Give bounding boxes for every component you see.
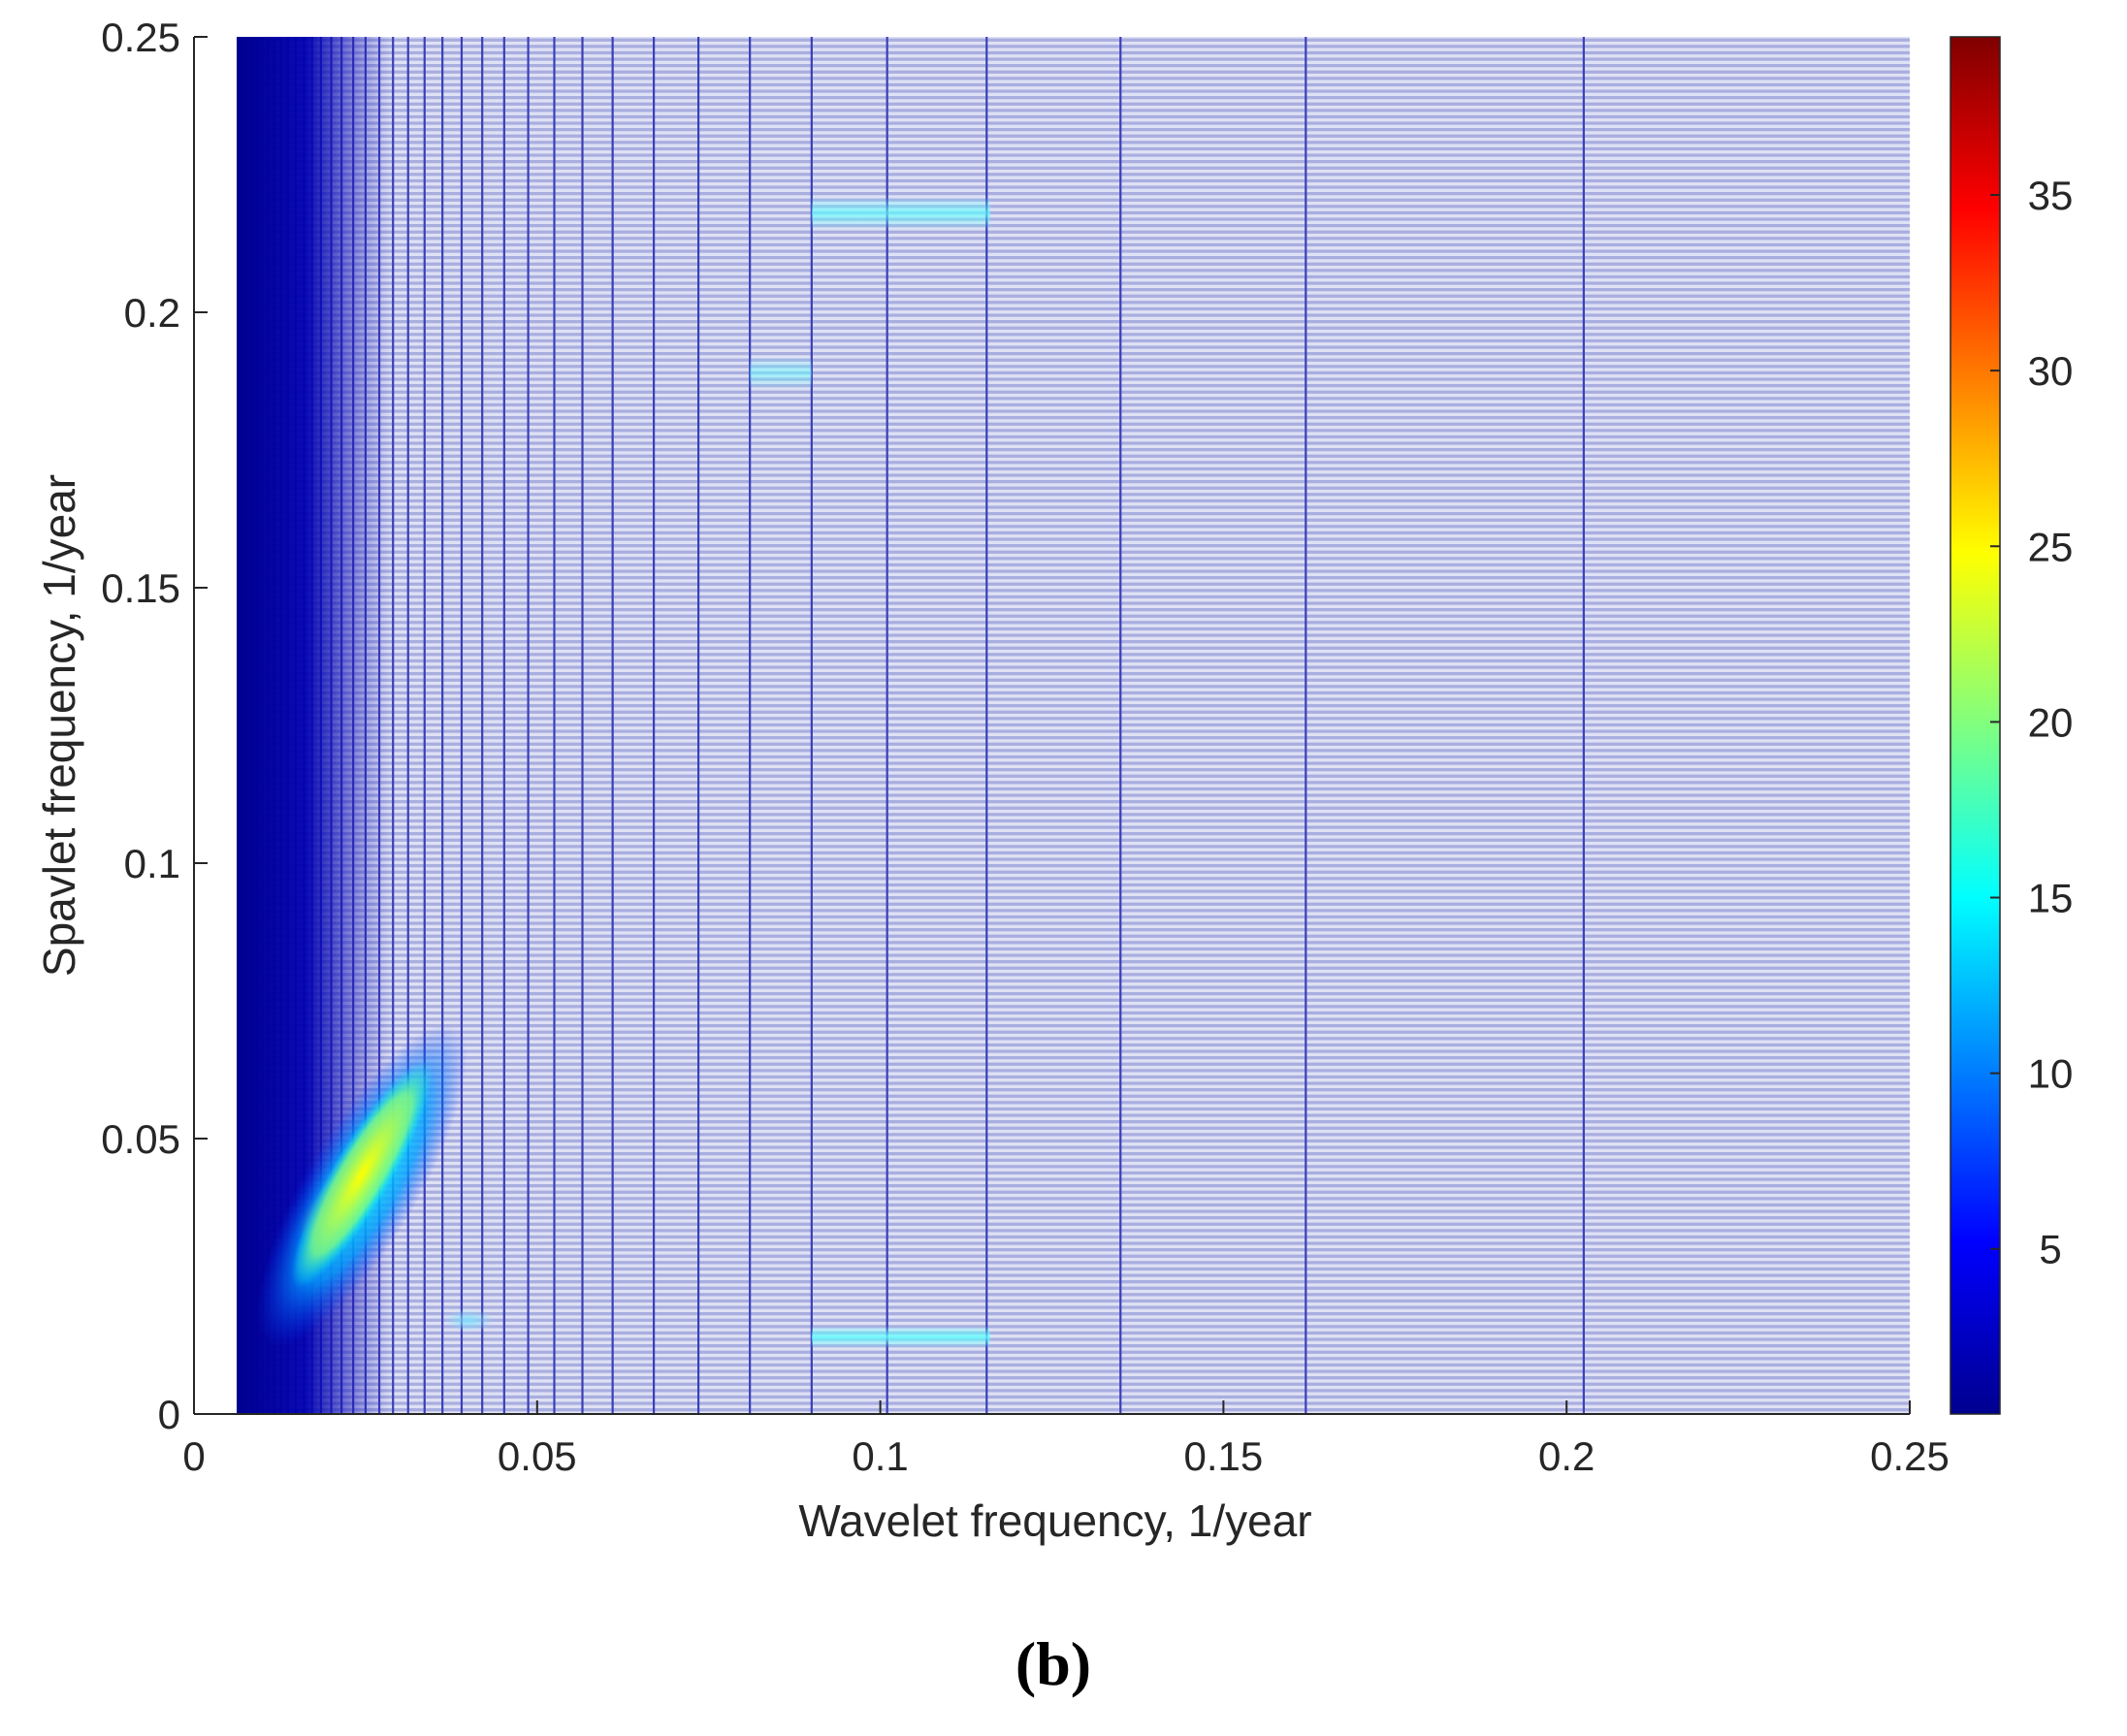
heatmap-ridge-core — [291, 1060, 434, 1288]
y-axis-ticks: 0 0.05 0.1 0.15 0.2 0.25 — [101, 15, 208, 1437]
x-axis-ticks: 0 0.05 0.1 0.15 0.2 0.25 — [182, 1400, 1950, 1479]
heatmap-background — [237, 37, 1910, 1414]
colorbar-tick-label: 5 — [2039, 1227, 2061, 1272]
y-tick-label: 0.1 — [124, 841, 180, 886]
x-tick-label: 0.2 — [1538, 1433, 1595, 1479]
colorbar-tick-label: 10 — [2028, 1051, 2074, 1097]
heatmap-features — [257, 196, 990, 1348]
y-axis-label: Spavlet frequency, 1/year — [34, 474, 84, 977]
x-tick-label: 0.05 — [498, 1433, 577, 1479]
axes: 0 0.05 0.1 0.15 0.2 0.25 0 0.05 0.1 0.15 0.2 0.25 — [101, 15, 1950, 1479]
heatmap-plot-area — [237, 37, 1910, 1414]
x-tick-label: 0.1 — [852, 1433, 908, 1479]
x-axis-label: Wavelet frequency, 1/year — [798, 1495, 1311, 1546]
heatmap-band — [811, 1326, 990, 1348]
y-tick-label: 0.25 — [101, 15, 180, 60]
x-tick-label: 0.25 — [1870, 1433, 1950, 1479]
colorbar-tick-label: 35 — [2028, 173, 2074, 218]
x-tick-label: 0 — [182, 1433, 205, 1479]
y-tick-label: 0.15 — [101, 565, 180, 611]
colorbar-tick-label: 25 — [2028, 524, 2074, 569]
heatmap-spot — [443, 1308, 495, 1333]
colorbar-gradient — [1950, 36, 2001, 1415]
y-tick-label: 0 — [158, 1392, 180, 1437]
heatmap-band — [811, 196, 990, 230]
x-tick-label: 0.15 — [1184, 1433, 1264, 1479]
heatmap-band — [750, 356, 812, 390]
y-tick-label: 0.05 — [101, 1116, 180, 1162]
colorbar-ticks: 5 10 15 20 25 30 35 — [1990, 173, 2073, 1272]
colorbar-tick-label: 15 — [2028, 876, 2074, 921]
y-tick-label: 0.2 — [124, 290, 180, 336]
colorbar: 5 10 15 20 25 30 35 — [1950, 36, 2073, 1415]
colorbar-tick-label: 30 — [2028, 348, 2074, 394]
colorbar-tick-label: 20 — [2028, 699, 2074, 745]
panel-label: (b) — [1015, 1629, 1091, 1698]
